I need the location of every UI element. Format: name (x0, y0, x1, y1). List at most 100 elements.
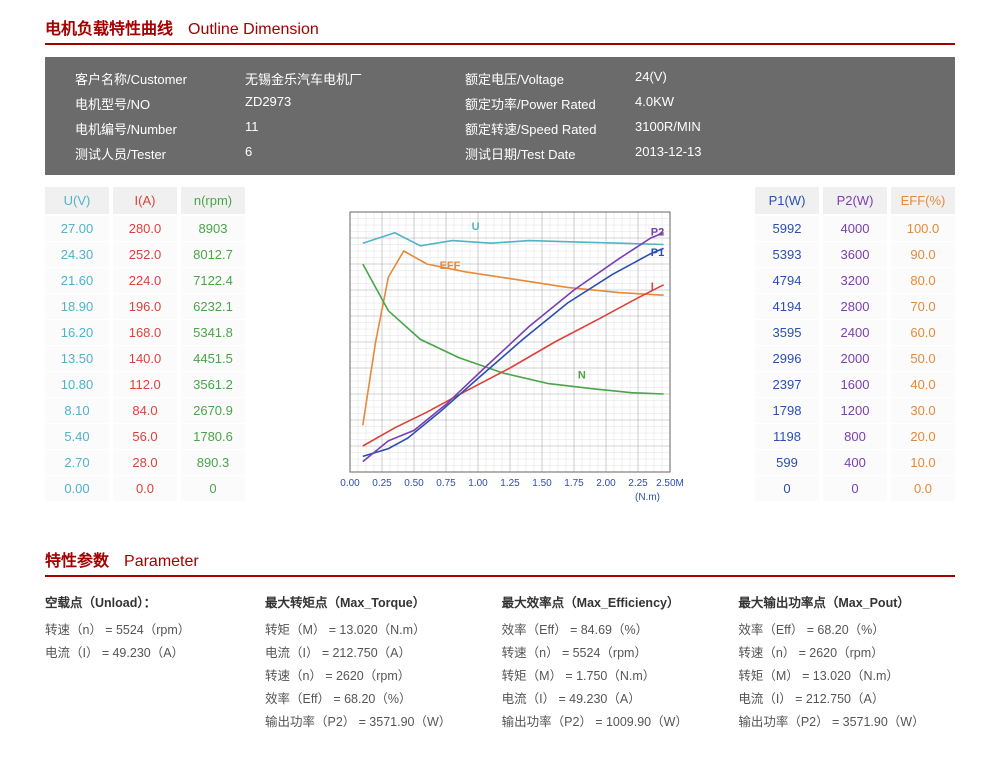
param-row: 转速（n）=2620（rpm） (265, 665, 482, 684)
info-panel: 客户名称/Customer无锡金乐汽车电机厂额定电压/Voltage24(V)电… (45, 57, 955, 175)
column-cell: 2397 (755, 372, 819, 397)
column-cell: 3600 (823, 242, 887, 267)
param-row: 转矩（M）=13.020（N.m） (265, 619, 482, 638)
column-cell: 4000 (823, 216, 887, 241)
section-title: 电机负载特性曲线 Outline Dimension (45, 15, 955, 45)
param-row: 电流（I）=212.750（A） (738, 688, 955, 707)
column-header: P1(W) (755, 187, 819, 214)
column-cell: 0.00 (45, 476, 109, 501)
info-cell: 3100R/MIN (635, 119, 785, 138)
param-block: 空载点（Unload）：转速（n）=5524（rpm）电流（I）=49.230（… (45, 592, 245, 734)
column-cell: 168.0 (113, 320, 177, 345)
motor-load-chart: 0.000.250.500.751.001.251.501.752.002.25… (310, 202, 690, 522)
column-cell: 16.20 (45, 320, 109, 345)
column-cell: 3561.2 (181, 372, 245, 397)
column-cell: 3595 (755, 320, 819, 345)
column-cell: 0 (823, 476, 887, 501)
column-cell: 10.0 (891, 450, 955, 475)
param-block: 最大输出功率点（Max_Pout） 效率（Eff）=68.20（%） 转速（n）=2… (738, 592, 955, 734)
svg-text:I: I (651, 281, 654, 293)
param-block: 最大效率点（Max_Efficiency）效率（Eff）=84.69（%）转速（… (502, 592, 719, 734)
column-cell: 84.0 (113, 398, 177, 423)
info-cell: 2013-12-13 (635, 144, 785, 163)
info-cell: 11 (245, 119, 445, 138)
column-cell: 1198 (755, 424, 819, 449)
column-cell: 1200 (823, 398, 887, 423)
svg-text:1.75: 1.75 (564, 478, 584, 489)
column-cell: 80.0 (891, 268, 955, 293)
param-row: 转速（n）=5524（rpm） (45, 619, 245, 638)
params-title-cn: 特性参数 (45, 547, 109, 571)
info-cell: 24(V) (635, 69, 785, 88)
column-cell: 7122.4 (181, 268, 245, 293)
column-cell: 5992 (755, 216, 819, 241)
column-cell: 60.0 (891, 320, 955, 345)
column-cell: 40.0 (891, 372, 955, 397)
info-cell: 电机编号/Number (75, 119, 225, 138)
params-grid: 空载点（Unload）：转速（n）=5524（rpm）电流（I）=49.230（… (45, 592, 955, 734)
column-cell: 50.0 (891, 346, 955, 371)
column-cell: 0 (181, 476, 245, 501)
info-cell: 无锡金乐汽车电机厂 (245, 69, 445, 88)
column-cell: 112.0 (113, 372, 177, 397)
title-en: Outline Dimension (188, 21, 319, 39)
param-row: 转矩（M）=13.020（N.m） (738, 665, 955, 684)
main-content: U(V)27.0024.3021.6018.9016.2013.5010.808… (45, 187, 955, 522)
column-cell: 599 (755, 450, 819, 475)
column-cell: 28.0 (113, 450, 177, 475)
param-header: 空载点（Unload）： (45, 592, 245, 611)
data-column-U: U(V)27.0024.3021.6018.9016.2013.5010.808… (45, 187, 109, 502)
column-cell: 0 (755, 476, 819, 501)
title-cn: 电机负载特性曲线 (45, 15, 173, 39)
info-cell: 额定电压/Voltage (465, 69, 615, 88)
column-cell: 2800 (823, 294, 887, 319)
info-cell: 额定功率/Power Rated (465, 94, 615, 113)
data-column-EFF: EFF(%)100.090.080.070.060.050.040.030.02… (891, 187, 955, 502)
svg-text:0.00: 0.00 (340, 478, 360, 489)
column-cell: 1798 (755, 398, 819, 423)
svg-text:0.50: 0.50 (404, 478, 424, 489)
column-cell: 100.0 (891, 216, 955, 241)
column-cell: 224.0 (113, 268, 177, 293)
svg-text:P2: P2 (651, 226, 664, 238)
svg-text:1.00: 1.00 (468, 478, 488, 489)
column-cell: 196.0 (113, 294, 177, 319)
param-row: 转矩（M）=1.750（N.m） (502, 665, 719, 684)
column-cell: 5341.8 (181, 320, 245, 345)
column-cell: 0.0 (113, 476, 177, 501)
column-cell: 2000 (823, 346, 887, 371)
column-cell: 280.0 (113, 216, 177, 241)
column-cell: 2670.9 (181, 398, 245, 423)
info-cell: 4.0KW (635, 94, 785, 113)
column-cell: 70.0 (891, 294, 955, 319)
svg-text:P1: P1 (651, 247, 664, 259)
column-cell: 2400 (823, 320, 887, 345)
column-cell: 10.80 (45, 372, 109, 397)
right-data-columns: P1(W)59925393479441943595299623971798119… (755, 187, 955, 502)
column-header: P2(W) (823, 187, 887, 214)
param-header: 最大输出功率点（Max_Pout） (738, 592, 955, 611)
column-header: EFF(%) (891, 187, 955, 214)
column-cell: 2996 (755, 346, 819, 371)
svg-text:1.25: 1.25 (500, 478, 520, 489)
column-cell: 90.0 (891, 242, 955, 267)
info-cell: 电机型号/NO (75, 94, 225, 113)
info-cell: 6 (245, 144, 445, 163)
param-row: 输出功率（P2）=1009.90（W） (502, 711, 719, 730)
column-cell: 140.0 (113, 346, 177, 371)
param-header: 最大转矩点（Max_Torque） (265, 592, 482, 611)
svg-text:U: U (472, 221, 480, 233)
param-block: 最大转矩点（Max_Torque）转矩（M）=13.020（N.m）电流（I）=… (265, 592, 482, 734)
params-title-en: Parameter (124, 553, 199, 571)
left-data-columns: U(V)27.0024.3021.6018.9016.2013.5010.808… (45, 187, 245, 502)
column-cell: 0.0 (891, 476, 955, 501)
param-row: 效率（Eff）=68.20（%） (738, 619, 955, 638)
data-column-P2: P2(W)40003600320028002400200016001200800… (823, 187, 887, 502)
column-cell: 18.90 (45, 294, 109, 319)
column-cell: 20.0 (891, 424, 955, 449)
param-row: 转速（n）=5524（rpm） (502, 642, 719, 661)
param-row: 转速（n）=2620（rpm） (738, 642, 955, 661)
column-cell: 8.10 (45, 398, 109, 423)
params-title: 特性参数 Parameter (45, 547, 955, 577)
column-cell: 1780.6 (181, 424, 245, 449)
